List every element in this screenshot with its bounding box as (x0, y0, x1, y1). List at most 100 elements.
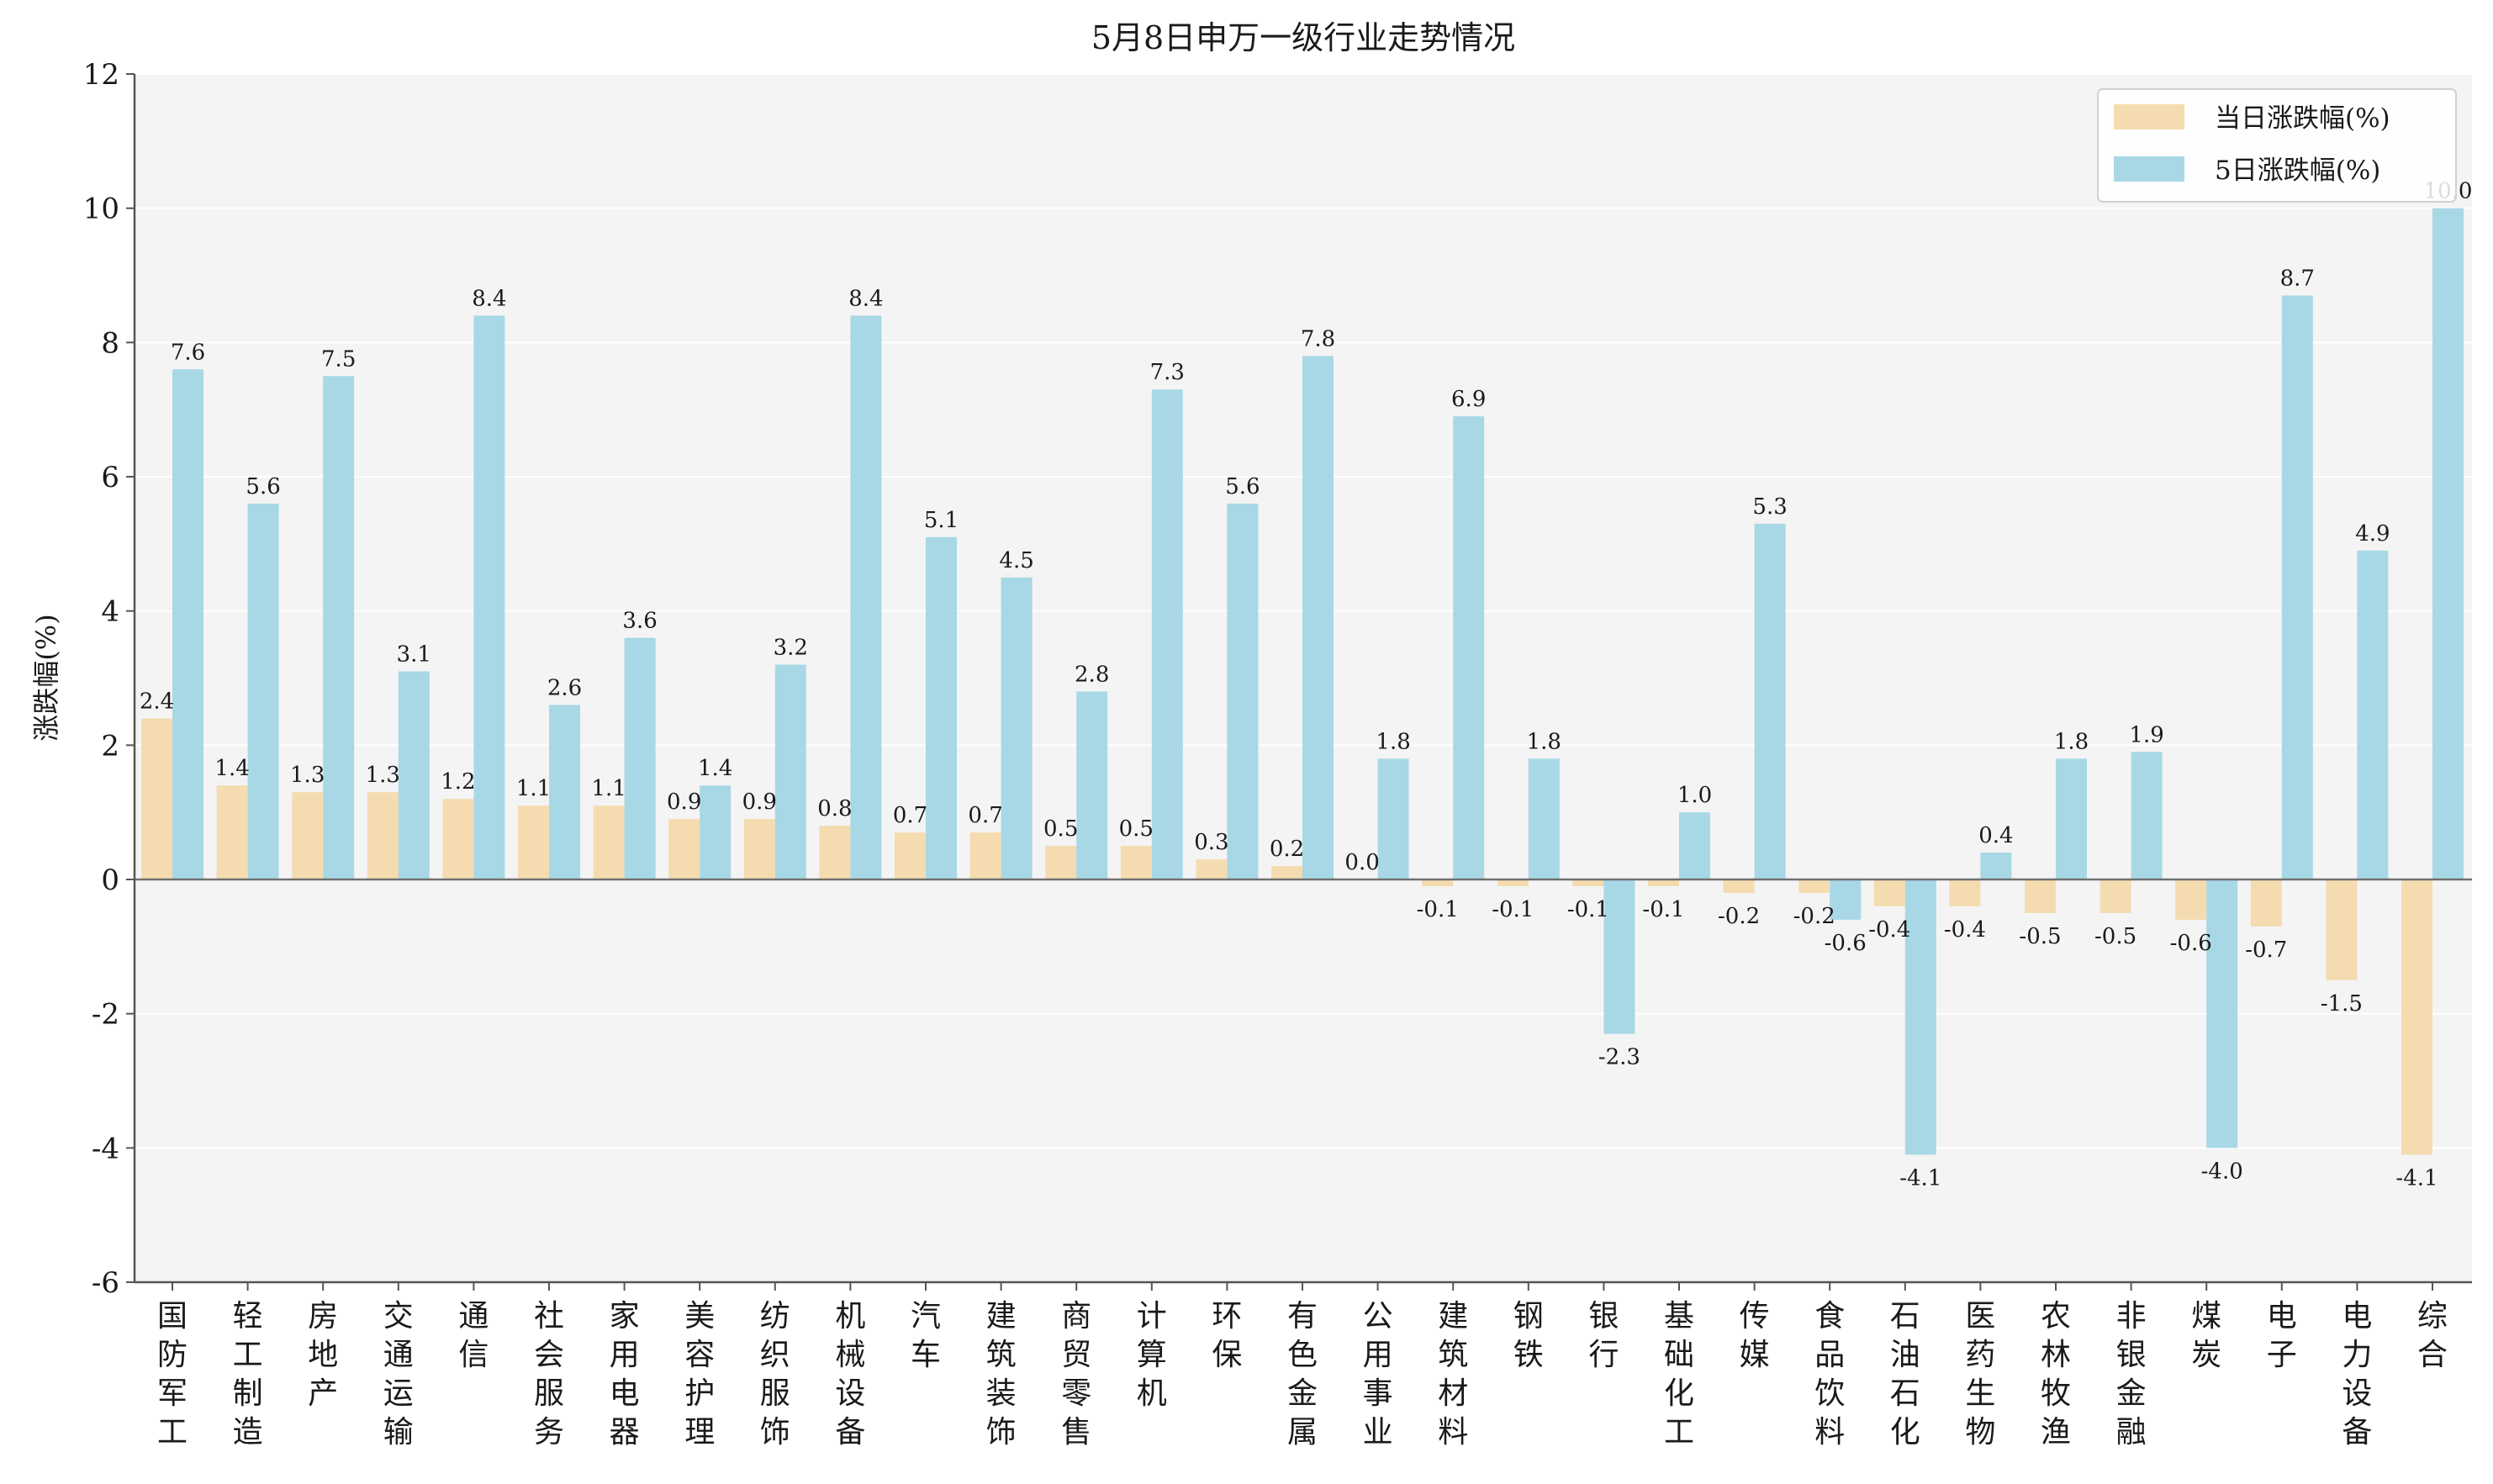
bar-5day (2357, 551, 2388, 879)
x-tick-label: 有色金属 (1287, 1299, 1318, 1450)
bar-today (367, 792, 399, 879)
y-tick-label: -2 (92, 998, 119, 1032)
data-label-5day: 5.3 (1752, 494, 1787, 520)
data-label-5day: 1.9 (2129, 722, 2163, 747)
legend-label-5day: 5日涨跌幅(%) (2215, 156, 2380, 186)
data-label-5day: 3.6 (622, 609, 657, 634)
bar-today (2175, 879, 2206, 920)
bar-today (2401, 879, 2432, 1154)
bar-today (1949, 879, 1980, 906)
bar-today (141, 718, 172, 879)
bar-5day (625, 638, 656, 879)
x-tick-label: 电子 (2267, 1299, 2297, 1372)
x-tick-label: 基础化工 (1664, 1299, 1694, 1450)
x-tick-label: 通信 (458, 1299, 489, 1372)
data-label-5day: 1.8 (1376, 729, 1410, 754)
data-label-today: 1.1 (516, 776, 551, 801)
x-tick-label: 食品饮料 (1814, 1299, 1845, 1450)
bar-5day (850, 315, 881, 879)
y-axis-label: 涨跌幅(%) (30, 614, 62, 741)
bar-5day (1152, 389, 1183, 879)
data-label-today: 1.3 (290, 763, 325, 788)
bar-5day (1529, 758, 1560, 879)
bar-5day (399, 672, 430, 879)
data-label-today: 0.2 (1270, 837, 1304, 862)
x-tick-label: 商贸零售 (1061, 1299, 1091, 1450)
data-label-5day: 1.8 (2054, 729, 2089, 754)
bar-today (442, 799, 473, 879)
legend-label-today: 当日涨跌幅(%) (2215, 103, 2390, 134)
bar-today (819, 826, 850, 879)
data-label-5day: 5.6 (246, 474, 280, 499)
bar-5day (323, 376, 354, 879)
data-label-today: -0.1 (1567, 897, 1609, 922)
bar-today (1196, 859, 1227, 879)
y-tick-label: 10 (83, 193, 119, 226)
data-label-today: -0.1 (1642, 897, 1684, 922)
bar-today (970, 832, 1001, 879)
data-label-today: -0.5 (2094, 924, 2136, 949)
bar-5day (2056, 758, 2087, 879)
bar-today (668, 819, 700, 879)
x-tick-label: 钢铁 (1513, 1299, 1544, 1372)
x-tick-label: 美容护理 (684, 1299, 715, 1450)
x-tick-label: 国防军工 (157, 1299, 188, 1450)
bar-5day (1453, 416, 1484, 879)
data-label-today: -0.1 (1417, 897, 1459, 922)
bar-5day (2131, 752, 2163, 879)
data-label-5day: 4.9 (2355, 521, 2390, 547)
data-label-today: -0.4 (1944, 917, 1986, 943)
bar-5day (926, 537, 957, 879)
x-tick-label: 传媒 (1740, 1299, 1770, 1372)
data-label-today: 1.4 (214, 756, 249, 781)
data-label-today: 0.0 (1344, 850, 1379, 875)
bar-today (744, 819, 775, 879)
bar-today (217, 785, 248, 879)
x-tick-label: 煤炭 (2191, 1299, 2221, 1372)
data-label-today: -0.7 (2245, 937, 2287, 963)
x-tick-label: 机械设备 (835, 1299, 865, 1450)
data-label-5day: 3.2 (774, 636, 808, 661)
data-label-today: 1.2 (441, 769, 475, 795)
data-label-today: -0.4 (1868, 917, 1910, 943)
x-tick-label: 房地产 (308, 1299, 338, 1411)
bar-5day (1755, 524, 1786, 879)
x-tick-label: 银行 (1588, 1299, 1619, 1372)
bar-today (2025, 879, 2056, 913)
x-tick-label: 公用事业 (1363, 1299, 1393, 1450)
data-label-5day: 8.7 (2280, 266, 2315, 291)
chart-title: 5月8日申万一级行业走势情况 (1091, 19, 1515, 56)
data-label-today: 0.7 (968, 803, 1002, 828)
data-label-5day: 5.6 (1225, 474, 1260, 499)
data-label-5day: 7.8 (1301, 326, 1335, 351)
data-label-today: 0.5 (1043, 816, 1078, 842)
x-tick-label: 交通运输 (383, 1299, 414, 1450)
data-label-today: 0.3 (1194, 830, 1228, 855)
data-label-5day: 7.5 (321, 346, 356, 372)
y-tick-label: 12 (83, 58, 119, 92)
data-label-5day: 2.6 (547, 675, 582, 700)
data-label-5day: 4.5 (999, 548, 1033, 573)
x-tick-label: 农林牧渔 (2041, 1299, 2071, 1450)
y-tick-label: 4 (101, 595, 119, 629)
data-label-today: -4.1 (2395, 1165, 2438, 1191)
data-label-5day: 7.6 (171, 340, 205, 365)
data-label-5day: 0.4 (1978, 823, 2013, 848)
bar-5day (1302, 356, 1334, 879)
x-tick-label: 社会服务 (534, 1299, 564, 1450)
bar-today (895, 832, 926, 879)
x-tick-label: 医药生物 (1965, 1299, 1995, 1450)
legend-swatch-5day (2114, 156, 2184, 182)
data-label-5day: -0.6 (1825, 931, 1867, 956)
y-tick-label: -4 (92, 1132, 119, 1165)
x-tick-label: 轻工制造 (233, 1299, 263, 1450)
bar-today (2100, 879, 2131, 913)
bar-5day (2432, 209, 2464, 879)
bar-5day (700, 785, 731, 879)
data-label-5day: 8.4 (848, 286, 883, 311)
y-tick-label: -6 (92, 1266, 119, 1300)
data-label-today: 0.5 (1119, 816, 1154, 842)
data-label-5day: 7.3 (1150, 360, 1185, 385)
